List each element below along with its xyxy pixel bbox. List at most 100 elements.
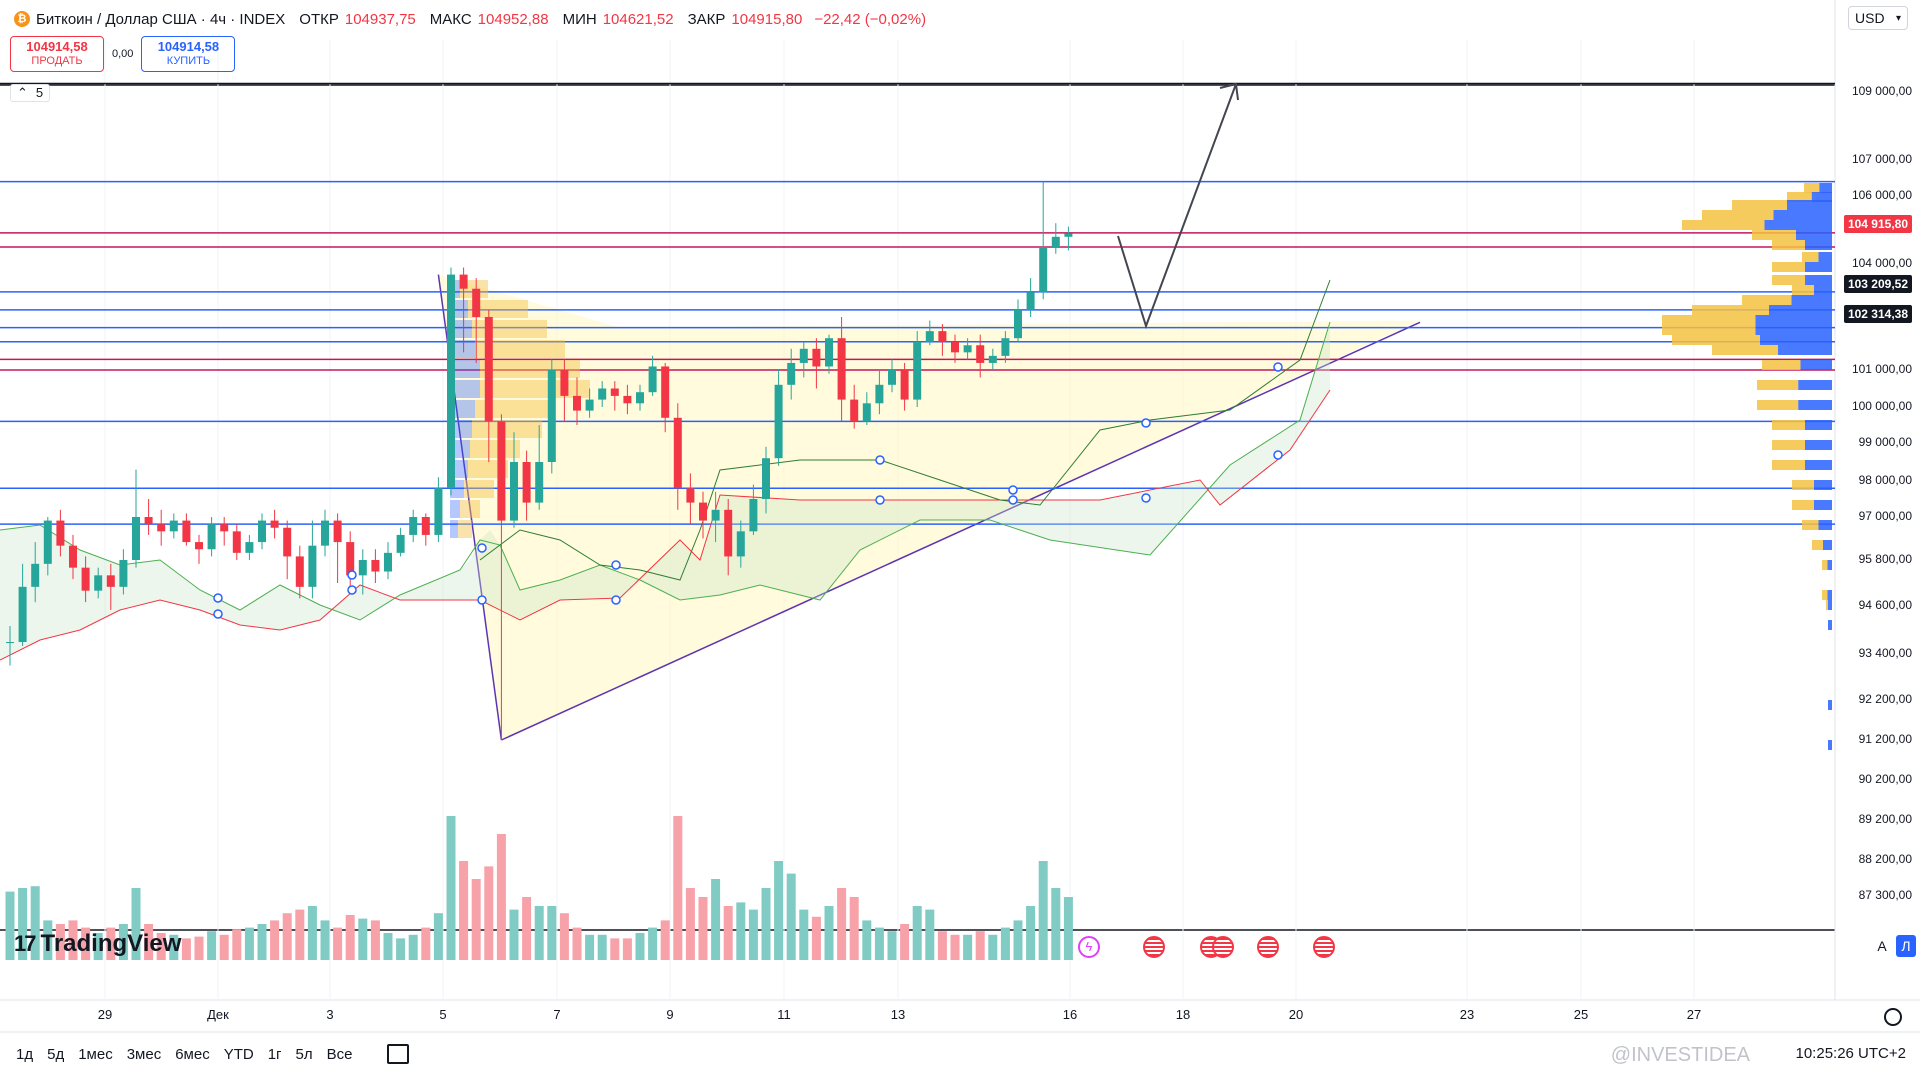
- volume-bar: [585, 934, 595, 960]
- price-axis-label: 94 600,00: [1858, 598, 1912, 612]
- volume-profile-bar-up: [1732, 200, 1787, 210]
- candle-body: [384, 552, 392, 572]
- candle-body: [447, 274, 455, 489]
- range-1d[interactable]: 1д: [16, 1045, 34, 1063]
- candle-body: [396, 534, 405, 553]
- range-1y[interactable]: 1г: [267, 1045, 282, 1063]
- time-axis-label: 27: [1686, 1007, 1702, 1022]
- volume-bar: [295, 909, 305, 960]
- price-axis-label: 101 000,00: [1851, 362, 1912, 376]
- volume-profile-bar-up: [1772, 440, 1805, 450]
- calendar-icon[interactable]: [386, 1044, 409, 1064]
- range-6m[interactable]: 6мес: [175, 1045, 210, 1063]
- range-1m[interactable]: 1мес: [78, 1045, 113, 1063]
- candle-body: [825, 338, 833, 367]
- volume-profile-bar-down: [1828, 600, 1832, 610]
- candle-body: [535, 462, 544, 503]
- tradingview-logo[interactable]: 17 TradingView: [14, 930, 181, 958]
- range-5d[interactable]: 5д: [47, 1045, 65, 1063]
- volume-profile-bar-down: [1814, 285, 1832, 295]
- us-flag-event-icon[interactable]: [1313, 936, 1335, 958]
- anchor-point: [347, 585, 357, 595]
- flash-event-icon[interactable]: ϟ: [1078, 936, 1100, 958]
- price-axis-label: 90 200,00: [1858, 772, 1912, 786]
- symbol-title[interactable]: Биткоин / Доллар США · 4ч · INDEX: [36, 10, 286, 28]
- time-axis-label: 16: [1062, 1007, 1078, 1022]
- range-ytd[interactable]: YTD: [223, 1045, 254, 1063]
- session-profile-bar: [450, 380, 480, 398]
- volume-bar: [534, 906, 544, 960]
- anchor-point: [1273, 450, 1283, 460]
- candle-body: [94, 575, 103, 591]
- candle-body: [610, 388, 619, 396]
- candle-body: [787, 362, 796, 385]
- us-flag-event-icon[interactable]: [1143, 936, 1165, 958]
- candle-body: [270, 520, 279, 528]
- volume-bar: [648, 927, 658, 960]
- candle-body: [1001, 338, 1010, 356]
- cloud-span-a: [0, 321, 1331, 621]
- volume-profile-bar-down: [1828, 740, 1832, 750]
- currency-select[interactable]: USD ▾: [1848, 6, 1908, 30]
- volume-bar: [68, 920, 78, 960]
- volume-profile-bar-up: [1804, 183, 1820, 193]
- volume-bar: [622, 938, 632, 960]
- logo-text: TradingView: [40, 930, 182, 957]
- volume-bar: [320, 920, 330, 960]
- auto-scale-button[interactable]: A: [1877, 938, 1887, 954]
- range-all[interactable]: Все: [326, 1045, 353, 1063]
- candle-body: [484, 317, 493, 422]
- volume-bar: [547, 906, 557, 960]
- session-profile-bar: [470, 440, 520, 458]
- candle-body: [648, 366, 657, 393]
- us-flag-event-icon[interactable]: [1212, 936, 1234, 958]
- range-3m[interactable]: 3мес: [126, 1045, 162, 1063]
- trade-panel: 104914,58 ПРОДАТЬ 0,00 104914,58 КУПИТЬ: [10, 36, 236, 72]
- chevron-up-icon: ⌃: [17, 85, 28, 100]
- anchor-point: [611, 560, 621, 570]
- candle-body: [837, 338, 846, 400]
- candle-body: [661, 366, 670, 418]
- candle-body: [812, 348, 821, 367]
- buy-button[interactable]: 104914,58 КУПИТЬ: [141, 36, 236, 72]
- open-value: 104937,75: [344, 10, 416, 28]
- volume-profile-bar-up: [1662, 325, 1756, 335]
- candle-body: [1039, 247, 1048, 293]
- candle-body: [774, 384, 783, 459]
- volume-profile-bar-down: [1805, 240, 1832, 250]
- volume-profile-bar-down: [1827, 590, 1832, 600]
- candle-body: [1014, 309, 1022, 339]
- volume-bar: [282, 913, 292, 960]
- candle-body: [106, 575, 115, 587]
- volume-profile-bar-up: [1826, 600, 1828, 610]
- sell-button[interactable]: 104914,58 ПРОДАТЬ: [10, 36, 104, 72]
- session-profile-bar: [458, 520, 472, 538]
- volume-profile-bar-up: [1822, 560, 1828, 570]
- candle-body: [862, 403, 871, 422]
- candle-body: [81, 567, 90, 591]
- volume-bar: [118, 924, 128, 960]
- us-flag-event-icon[interactable]: [1257, 936, 1279, 958]
- candle-body: [888, 370, 896, 385]
- volume-bar: [333, 927, 343, 960]
- candle-body: [421, 517, 430, 535]
- candle-body: [988, 355, 997, 363]
- volume-profile-bar-up: [1772, 420, 1805, 430]
- clock[interactable]: 10:25:26 UTC+2: [1795, 1045, 1907, 1062]
- candle-body: [119, 560, 128, 587]
- gear-icon[interactable]: [1884, 1008, 1902, 1026]
- volume-bar: [219, 934, 229, 960]
- candle-body: [1051, 236, 1060, 247]
- range-5y[interactable]: 5л: [295, 1045, 313, 1063]
- session-profile-bar: [472, 420, 542, 438]
- log-scale-button[interactable]: Л: [1896, 935, 1916, 957]
- anchor-point: [875, 495, 885, 505]
- volume-profile-bar-up: [1682, 220, 1765, 230]
- session-profile-bar: [450, 400, 475, 418]
- volume-bar: [673, 816, 683, 960]
- indicators-toggle[interactable]: ⌃ 5: [10, 84, 51, 102]
- candle-body: [560, 370, 569, 396]
- session-profile-bar: [475, 400, 555, 418]
- volume-bar: [799, 909, 809, 960]
